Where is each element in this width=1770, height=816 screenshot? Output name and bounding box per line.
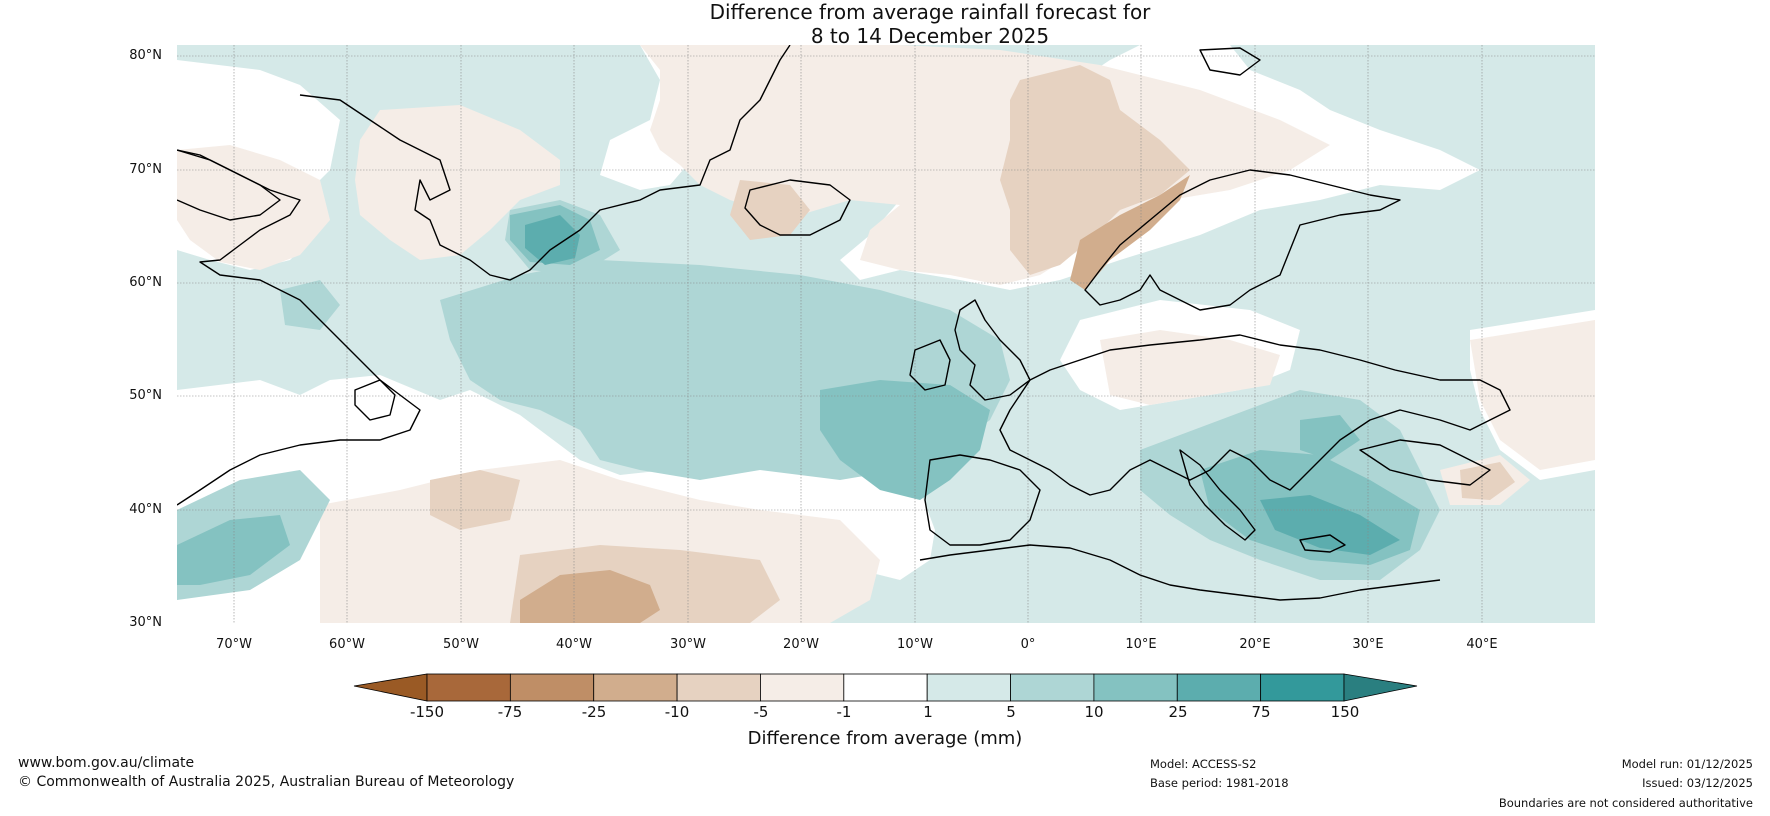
map-title: Difference from average rainfall forecas… xyxy=(0,0,1770,48)
coast-newfoundland xyxy=(354,379,396,421)
colorbar-bin xyxy=(1176,673,1262,702)
coast-svalbard xyxy=(1199,47,1261,76)
lon-label-20e: 20°E xyxy=(1239,637,1271,652)
colorbar-bin xyxy=(1260,673,1345,702)
title-line-2: 8 to 14 December 2025 xyxy=(810,24,1050,48)
wet-region-strong xyxy=(1300,415,1360,460)
coast-greenland xyxy=(299,45,791,281)
dry-region-light xyxy=(177,145,330,270)
colorbar-tick: -5 xyxy=(753,703,769,721)
colorbar-tick: 10 xyxy=(1084,703,1104,721)
wet-region-moderate xyxy=(280,280,340,330)
coast-italy xyxy=(1179,449,1256,541)
coast-baffin xyxy=(177,149,281,221)
lon-label-70w: 70°W xyxy=(216,637,252,652)
colorbar-tick: 1 xyxy=(923,703,933,721)
graticule xyxy=(177,45,1595,623)
coast-ireland xyxy=(909,339,951,391)
colorbar-low-extend xyxy=(353,673,428,702)
coast-europe xyxy=(999,334,1511,496)
colorbar-tick: 75 xyxy=(1251,703,1271,721)
colorbar-bin xyxy=(1093,673,1178,702)
dry-region-moderate xyxy=(430,470,520,530)
dry-region-light xyxy=(1100,330,1280,405)
website-link[interactable]: www.bom.gov.au/climate xyxy=(18,755,195,771)
lon-label-10w: 10°W xyxy=(897,637,933,652)
lat-label-60n: 60°N xyxy=(129,275,162,290)
colorbar-bin xyxy=(426,673,511,702)
coast-iberia xyxy=(924,454,1041,546)
colorbar-tick: 25 xyxy=(1168,703,1188,721)
issued-text: Issued: 03/12/2025 xyxy=(1642,776,1753,790)
lon-label-40e: 40°E xyxy=(1466,637,1498,652)
colorbar-tick: -10 xyxy=(664,703,690,721)
coast-black-sea xyxy=(1359,439,1491,486)
wet-region-strong xyxy=(820,380,990,500)
colorbar-tick: -150 xyxy=(409,703,445,721)
model-run-text: Model run: 01/12/2025 xyxy=(1621,757,1753,771)
colorbar-tick: 5 xyxy=(1006,703,1016,721)
coastlines xyxy=(177,45,1511,601)
coast-mediterranean-islands xyxy=(1299,534,1346,553)
dry-region-moderate xyxy=(730,180,810,240)
map-field xyxy=(177,45,1595,623)
colorbar-bin xyxy=(926,673,1011,702)
dry-region-light xyxy=(1470,320,1595,470)
lat-label-50n: 50°N xyxy=(129,388,162,403)
colorbar-bin xyxy=(676,673,761,702)
coast-uk xyxy=(954,299,1031,401)
lon-label-60w: 60°W xyxy=(329,637,365,652)
lon-label-0: 0° xyxy=(1020,637,1036,652)
colorbar-tick: 150 xyxy=(1330,703,1360,721)
wet-region-very-strong xyxy=(1260,495,1400,555)
lat-label-40n: 40°N xyxy=(129,502,162,517)
lon-label-50w: 50°W xyxy=(443,637,479,652)
colorbar-bin xyxy=(509,673,595,702)
colorbar-bin xyxy=(760,673,845,702)
colorbar xyxy=(353,673,1418,702)
colorbar-bin xyxy=(1010,673,1095,702)
dry-region-strong xyxy=(1070,175,1190,290)
colorbar-title: Difference from average (mm) xyxy=(747,728,1023,749)
lon-label-30w: 30°W xyxy=(670,637,706,652)
coast-scandinavia xyxy=(1084,169,1401,311)
lon-label-20w: 20°W xyxy=(783,637,819,652)
dry-region-light xyxy=(640,45,1330,285)
coast-iceland xyxy=(744,179,851,236)
dry-region-moderate xyxy=(1460,462,1515,500)
colorbar-tick: -1 xyxy=(836,703,852,721)
colorbar-bin xyxy=(593,673,678,702)
colorbar-bin xyxy=(843,673,928,702)
coast-africa xyxy=(919,544,1441,601)
lat-label-80n: 80°N xyxy=(129,48,162,63)
lat-label-30n: 30°N xyxy=(129,615,162,630)
disclaimer-text: Boundaries are not considered authoritat… xyxy=(1498,796,1753,810)
copyright-text: © Commonwealth of Australia 2025, Austra… xyxy=(18,774,515,790)
lon-label-10e: 10°E xyxy=(1125,637,1157,652)
title-line-1: Difference from average rainfall forecas… xyxy=(709,0,1151,24)
lon-label-30e: 30°E xyxy=(1352,637,1384,652)
colorbar-tick: -25 xyxy=(581,703,607,721)
coast-north-america xyxy=(177,149,421,506)
lat-label-70n: 70°N xyxy=(129,162,162,177)
wet-region-very-strong xyxy=(525,215,580,265)
colorbar-high-extend xyxy=(1343,673,1418,702)
lon-label-40w: 40°W xyxy=(556,637,592,652)
colorbar-tick: -75 xyxy=(497,703,523,721)
dry-region-strong xyxy=(520,570,660,623)
base-period-text: Base period: 1981-2018 xyxy=(1150,776,1289,790)
model-text: Model: ACCESS-S2 xyxy=(1150,757,1257,771)
wet-region-strong xyxy=(177,515,290,585)
